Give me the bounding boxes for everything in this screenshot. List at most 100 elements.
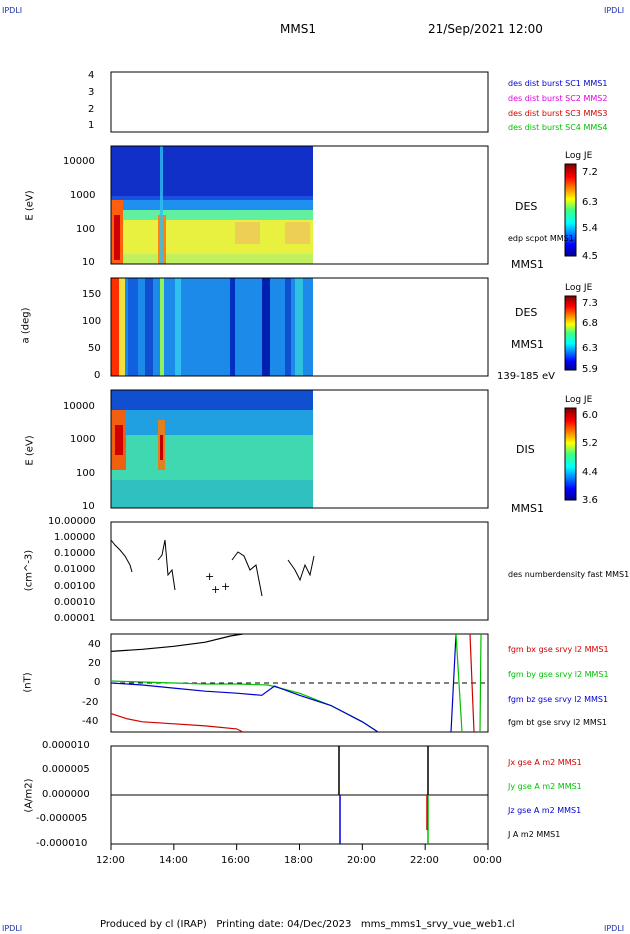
legend-bz: fgm bz gse srvy l2 MMS1 [508, 695, 609, 704]
cb1-tick-2: 5.4 [582, 223, 598, 234]
p6-ytick-m40: -40 [82, 716, 99, 727]
legend-burst-sc4: des dist burst SC4 MMS4 [508, 123, 608, 132]
legend-by: fgm by gse srvy l2 MMS1 [508, 670, 609, 679]
dis-energy-panel [110, 389, 489, 509]
p7-ytick-1: 0.000005 [42, 764, 90, 775]
legend-bx: fgm bx gse srvy l2 MMS1 [508, 645, 609, 654]
p3-ylabel: a (deg) [20, 307, 32, 344]
legend-jy: Jy gse A m2 MMS1 [508, 782, 582, 791]
p2-right-des: DES [515, 200, 538, 213]
p4-right-dis: DIS [516, 443, 535, 456]
p3-ytick-150: 150 [82, 289, 102, 300]
xtick-1200: 12:00 [96, 855, 125, 866]
colorbar-des-pitch [564, 295, 577, 371]
p3-right-mms1: MMS1 [511, 338, 544, 351]
burst-panel [110, 71, 489, 133]
p5-series-label: des numberdensity fast MMS1 [508, 570, 630, 579]
current-panel [110, 745, 489, 845]
p6-ylabel: (nT) [22, 672, 34, 693]
p3-ytick-100: 100 [82, 316, 102, 327]
p2-ytick-10000: 10000 [63, 156, 95, 167]
p2-ylabel: E (eV) [24, 190, 36, 221]
legend-bt: fgm bt gse srvy l2 MMS1 [508, 718, 607, 727]
xtick-1400: 14:00 [159, 855, 188, 866]
des-pitch-panel [110, 277, 489, 377]
colorbar-dis-energy [564, 407, 577, 501]
cb1-tick-3: 4.5 [582, 251, 598, 262]
p7-ylabel: (A/m2) [23, 778, 35, 813]
cb1-title: Log JE [565, 151, 593, 161]
p3-right-des: DES [515, 306, 538, 319]
cb2-tick-2: 6.3 [582, 343, 598, 354]
p4-right-mms1: MMS1 [511, 502, 544, 515]
legend-burst-sc2: des dist burst SC2 MMS2 [508, 94, 608, 103]
des-energy-panel [110, 145, 489, 265]
cb2-tick-1: 6.8 [582, 318, 598, 329]
xtick-0000: 00:00 [473, 855, 502, 866]
p2-right-mms1: MMS1 [511, 258, 544, 271]
corner-label-bottom-right: IPDLI [604, 924, 625, 933]
svg-text:+: + [221, 580, 230, 593]
p7-ytick-4: -0.000010 [36, 838, 88, 849]
colorbar-des-energy [564, 163, 577, 257]
p6-ytick-20: 20 [88, 658, 101, 669]
p5-ytick-1: 1.00000 [54, 532, 96, 543]
p1-ytick-2: 2 [88, 104, 95, 115]
p5-ytick-4: 0.00100 [54, 581, 96, 592]
legend-jz: Jz gse A m2 MMS1 [508, 806, 582, 815]
corner-label-top-left: IPDLI [2, 6, 23, 15]
p1-ytick-4: 4 [88, 70, 95, 81]
x-axis-ticks [110, 844, 489, 850]
spacecraft-title: MMS1 [280, 22, 316, 36]
cb2-title: Log JE [565, 283, 593, 293]
p4-ylabel: E (eV) [24, 435, 36, 466]
bfield-series-line-1 [110, 680, 379, 733]
corner-label-top-right: IPDLI [604, 6, 625, 15]
legend-j: J A m2 MMS1 [508, 830, 561, 839]
p3-ytick-50: 50 [88, 343, 101, 354]
xtick-2200: 22:00 [410, 855, 439, 866]
cb3-title: Log JE [565, 395, 593, 405]
p5-ytick-5: 0.00010 [54, 597, 96, 608]
p5-ytick-0: 10.00000 [48, 516, 96, 527]
p3-ytick-0: 0 [94, 370, 101, 381]
bfield-panel [110, 633, 489, 733]
p5-ytick-6: 0.00001 [54, 613, 96, 624]
p5-ytick-3: 0.01000 [54, 564, 96, 575]
p4-ytick-1000: 1000 [70, 434, 96, 445]
p7-ytick-2: 0.000000 [42, 789, 90, 800]
p4-ytick-100: 100 [76, 468, 96, 479]
cb3-tick-0: 6.0 [582, 410, 598, 421]
p2-ytick-1000: 1000 [70, 190, 96, 201]
cb3-tick-2: 4.4 [582, 467, 598, 478]
date-title: 21/Sep/2021 12:00 [428, 22, 543, 36]
cb2-tick-0: 7.3 [582, 298, 598, 309]
cb3-tick-1: 5.2 [582, 438, 598, 449]
p6-ytick-40: 40 [88, 639, 101, 650]
p1-ytick-1: 1 [88, 120, 95, 131]
p1-ytick-3: 3 [88, 87, 95, 98]
svg-text:+: + [211, 583, 220, 596]
p5-ylabel: (cm^-3) [23, 549, 35, 592]
xtick-2000: 20:00 [347, 855, 376, 866]
p3-right-energy: 139-185 eV [497, 371, 555, 382]
footer-credit: Produced by cl (IRAP) Printing date: 04/… [100, 919, 515, 930]
p6-ytick-m20: -20 [82, 697, 99, 708]
corner-label-bottom-left: IPDLI [2, 924, 23, 933]
cb1-tick-1: 6.3 [582, 197, 598, 208]
p6-ytick-0: 0 [94, 677, 101, 688]
cb2-tick-3: 5.9 [582, 364, 598, 375]
legend-burst-sc3: des dist burst SC3 MMS3 [508, 109, 608, 118]
p2-ytick-10: 10 [82, 257, 95, 268]
cb3-tick-3: 3.6 [582, 495, 598, 506]
svg-text:+: + [205, 570, 214, 583]
legend-burst-sc1: des dist burst SC1 MMS1 [508, 79, 608, 88]
bfield-series-line-2 [110, 682, 379, 733]
xtick-1600: 16:00 [221, 855, 250, 866]
p2-ytick-100: 100 [76, 224, 96, 235]
p7-ytick-0: 0.000010 [42, 740, 90, 751]
p5-ytick-2: 0.10000 [54, 548, 96, 559]
xtick-1800: 18:00 [284, 855, 313, 866]
p2-right-scpot: edp scpot MMS1 [508, 234, 574, 243]
